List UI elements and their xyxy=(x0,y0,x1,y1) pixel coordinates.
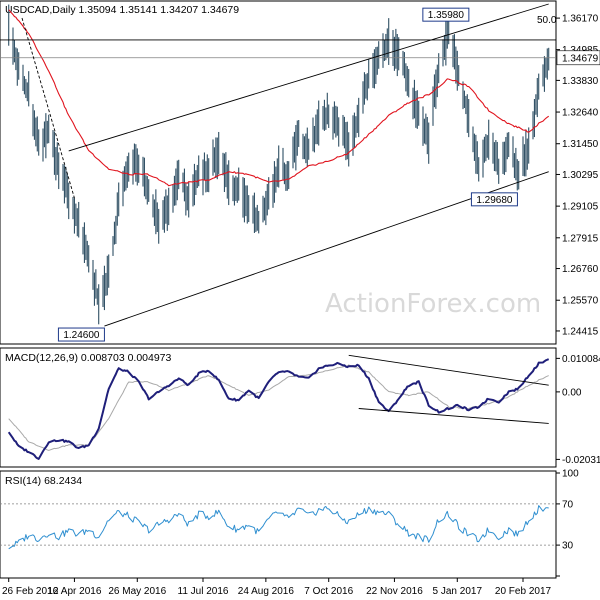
high-annotation-box xyxy=(422,7,470,22)
last-price-box xyxy=(556,50,600,66)
macd-panel-frame xyxy=(0,347,557,468)
x-tick-label: 11 Jul 2016 xyxy=(178,586,229,597)
macd-lower-trendline xyxy=(358,408,549,424)
rsi-tick-label: 30 xyxy=(562,541,574,552)
macd-tick-label: -0.020314 xyxy=(562,455,600,466)
price-tick-label: 1.33830 xyxy=(562,76,599,87)
macd-layer xyxy=(7,354,550,460)
rsi-line xyxy=(8,505,549,550)
x-tick-label: 20 Feb 2017 xyxy=(495,586,552,597)
price-tick-label: 1.36170 xyxy=(562,14,599,25)
macd-tick-label: 0.00 xyxy=(562,387,582,398)
dashed-trend-line xyxy=(21,17,76,201)
rsi-tick-label: 70 xyxy=(562,499,574,510)
price-tick-label: 1.24415 xyxy=(562,326,599,337)
macd-line xyxy=(7,358,550,460)
price-tick-label: 1.25570 xyxy=(562,296,599,307)
price-tick-label: 1.26760 xyxy=(562,264,599,275)
price-tick-label: 1.29105 xyxy=(562,202,599,213)
price-layer: 1.24600 1.35980 1.29680 xyxy=(0,3,556,342)
x-tick-label: 26 Feb 2016 xyxy=(2,586,59,597)
channel-upper-line xyxy=(68,3,549,152)
low-annotation-1: 1.24600 xyxy=(63,330,100,341)
low-annotation-1-box xyxy=(57,327,105,342)
last-price-label: 1.34679 xyxy=(562,53,599,64)
price-tick-label: 1.27915 xyxy=(562,233,599,244)
macd-upper-trendline xyxy=(348,354,549,386)
x-tick-label: 26 May 2016 xyxy=(108,586,166,597)
price-panel-frame xyxy=(0,0,557,345)
sma-line xyxy=(8,9,550,187)
price-tick-label: 1.31450 xyxy=(562,139,599,150)
x-tick-label: 12 Apr 2016 xyxy=(47,586,101,597)
high-annotation: 1.35980 xyxy=(428,10,465,21)
watermark: ActionForex.com xyxy=(325,289,541,319)
price-tick-label: 1.32640 xyxy=(562,108,599,119)
price-tick-label: 1.30295 xyxy=(562,170,599,181)
fib-50-label: 50.0 xyxy=(537,15,557,26)
macd-title: MACD(12,26,9) 0.008703 0.004973 xyxy=(5,352,172,364)
price-title: USDCAD,Daily 1.35094 1.35141 1.34207 1.3… xyxy=(5,4,239,16)
rsi-panel-frame xyxy=(0,470,557,579)
macd-tick-label: 0.010084 xyxy=(562,354,600,365)
x-tick-label: 22 Nov 2016 xyxy=(366,586,423,597)
low-annotation-2-box xyxy=(470,192,518,207)
axis-layer: 1.361701.349851.338301.326401.314501.302… xyxy=(2,14,600,597)
rsi-title: RSI(14) 68.2434 xyxy=(5,475,82,487)
rsi-layer xyxy=(0,503,556,550)
x-tick-label: 7 Oct 2016 xyxy=(304,586,353,597)
low-annotation-2: 1.29680 xyxy=(476,195,513,206)
rsi-tick-label: 100 xyxy=(562,469,579,480)
signal-line xyxy=(8,364,549,451)
x-tick-label: 5 Jan 2017 xyxy=(433,586,483,597)
x-tick-label: 24 Aug 2016 xyxy=(238,586,295,597)
